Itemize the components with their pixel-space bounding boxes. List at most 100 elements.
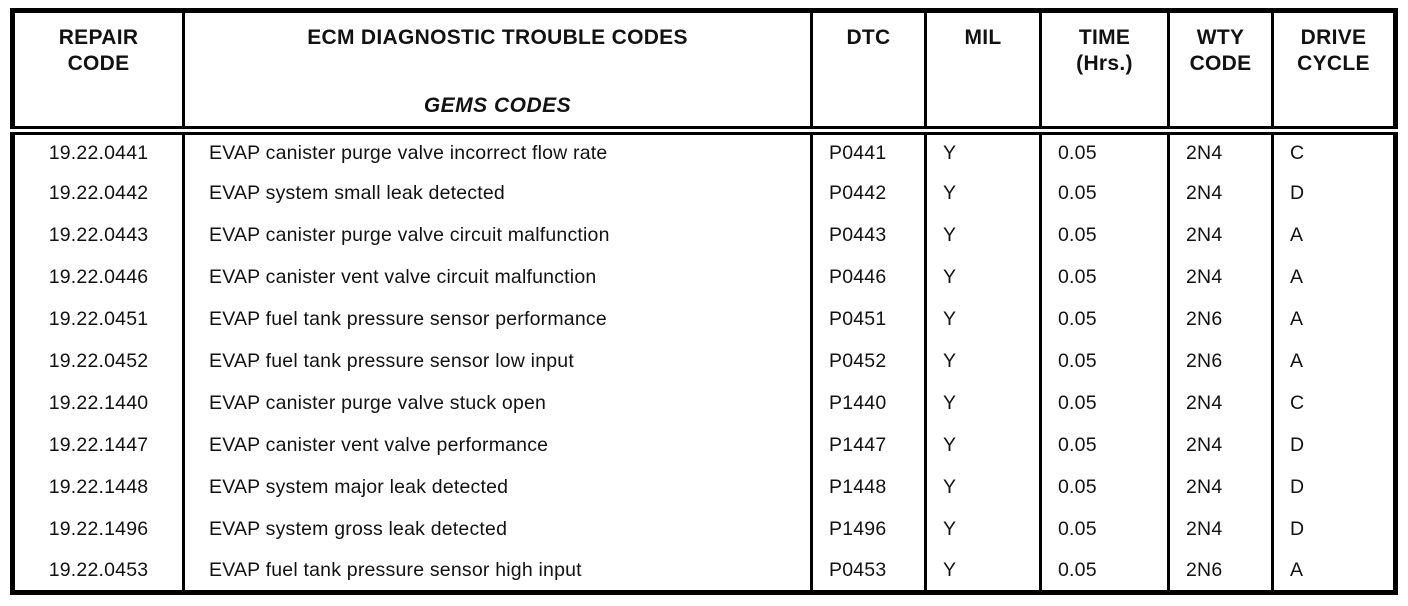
time-cell: 0.05 [1040, 256, 1170, 299]
repair-code-cell: 19.22.0442 [12, 172, 185, 215]
table-row: 19.22.1496 EVAP system gross leak detect… [12, 508, 1396, 551]
mil-cell: Y [925, 508, 1042, 551]
table-row: 19.22.0452 EVAP fuel tank pressure senso… [12, 340, 1396, 383]
dtc-cell: P0442 [811, 172, 927, 215]
table-body: 19.22.0441 EVAP canister purge valve inc… [12, 130, 1396, 593]
wty-code-cell: 2N6 [1168, 298, 1274, 341]
wty-code-cell: 2N4 [1168, 382, 1274, 425]
table-row: 19.22.1448 EVAP system major leak detect… [12, 466, 1396, 509]
repair-code-cell: 19.22.1496 [12, 508, 185, 551]
description-cell: EVAP canister purge valve stuck open [183, 382, 813, 425]
table-row: 19.22.0441 EVAP canister purge valve inc… [12, 130, 1396, 173]
description-cell: EVAP canister vent valve performance [183, 424, 813, 467]
repair-code-cell: 19.22.0441 [12, 130, 185, 173]
mil-cell: Y [925, 466, 1042, 509]
table-row: 19.22.0453 EVAP fuel tank pressure senso… [12, 550, 1396, 593]
mil-cell: Y [925, 130, 1042, 173]
repair-code-cell: 19.22.0446 [12, 256, 185, 299]
repair-code-cell: 19.22.0451 [12, 298, 185, 341]
description-cell: EVAP canister purge valve circuit malfun… [183, 214, 813, 257]
header-gems-codes: GEMS CODES [423, 93, 572, 117]
dtc-cell: P1448 [811, 466, 927, 509]
drive-cycle-cell: A [1290, 558, 1304, 581]
description-cell: EVAP system small leak detected [183, 172, 813, 215]
wty-code-cell: 2N4 [1168, 214, 1274, 257]
table-row: 19.22.0446 EVAP canister vent valve circ… [12, 256, 1396, 299]
table-row: 19.22.0442 EVAP system small leak detect… [12, 172, 1396, 215]
repair-code-cell: 19.22.1448 [12, 466, 185, 509]
mil-cell: Y [925, 550, 1042, 593]
header-mil: MIL [925, 10, 1042, 135]
drive-cycle-cell: A [1290, 308, 1304, 330]
repair-code-cell: 19.22.0453 [12, 550, 185, 593]
repair-code-cell: 19.22.0452 [12, 340, 185, 383]
wty-code-cell: 2N4 [1168, 466, 1274, 509]
wty-code-cell: 2N6 [1168, 550, 1274, 593]
repair-code-cell: 19.22.0443 [12, 214, 185, 257]
table-header: REPAIR CODE ECM DIAGNOSTIC TROUBLE CODES… [12, 10, 1396, 135]
header-time-hrs: TIME (Hrs.) [1040, 10, 1170, 135]
dtc-table: REPAIR CODE ECM DIAGNOSTIC TROUBLE CODES… [10, 8, 1398, 595]
dtc-cell: P0443 [811, 214, 927, 257]
drive-cycle-cell: D [1290, 182, 1305, 204]
time-cell: 0.05 [1040, 424, 1170, 467]
time-cell: 0.05 [1040, 550, 1170, 593]
time-cell: 0.05 [1040, 172, 1170, 215]
description-cell: EVAP system major leak detected [183, 466, 813, 509]
dtc-cell: P1447 [811, 424, 927, 467]
header-drive-cycle: DRIVE CYCLE [1272, 10, 1396, 135]
time-cell: 0.05 [1040, 130, 1170, 173]
description-cell: EVAP fuel tank pressure sensor low input [183, 340, 813, 383]
mil-cell: Y [925, 382, 1042, 425]
time-cell: 0.05 [1040, 214, 1170, 257]
description-cell: EVAP system gross leak detected [183, 508, 813, 551]
description-cell: EVAP canister vent valve circuit malfunc… [183, 256, 813, 299]
repair-code-cell: 19.22.1440 [12, 382, 185, 425]
description-cell: EVAP fuel tank pressure sensor high inpu… [183, 550, 813, 593]
header-dtc: DTC [811, 10, 927, 135]
wty-code-cell: 2N4 [1168, 130, 1274, 173]
drive-cycle-cell: C [1290, 142, 1305, 165]
drive-cycle-cell: D [1290, 434, 1305, 456]
time-cell: 0.05 [1040, 298, 1170, 341]
time-cell: 0.05 [1040, 340, 1170, 383]
dtc-cell: P0446 [811, 256, 927, 299]
time-cell: 0.05 [1040, 382, 1170, 425]
mil-cell: Y [925, 340, 1042, 383]
description-cell: EVAP fuel tank pressure sensor performan… [183, 298, 813, 341]
wty-code-cell: 2N6 [1168, 340, 1274, 383]
header-repair-code: REPAIR CODE [12, 10, 185, 135]
drive-cycle-cell: A [1290, 224, 1304, 246]
drive-cycle-cell: D [1290, 518, 1305, 540]
dtc-cell: P0453 [811, 550, 927, 593]
header-ecm-title: ECM DIAGNOSTIC TROUBLE CODES [307, 26, 688, 49]
drive-cycle-cell: A [1290, 266, 1304, 288]
drive-cycle-cell: A [1290, 350, 1304, 372]
table-row: 19.22.1440 EVAP canister purge valve stu… [12, 382, 1396, 425]
dtc-cell: P0452 [811, 340, 927, 383]
dtc-cell: P1496 [811, 508, 927, 551]
header-ecm-codes: ECM DIAGNOSTIC TROUBLE CODES GEMS CODES [183, 10, 813, 135]
table-row: 19.22.1447 EVAP canister vent valve perf… [12, 424, 1396, 467]
dtc-cell: P0441 [811, 130, 927, 173]
time-cell: 0.05 [1040, 508, 1170, 551]
mil-cell: Y [925, 214, 1042, 257]
header-wty-code: WTY CODE [1168, 10, 1274, 135]
mil-cell: Y [925, 256, 1042, 299]
wty-code-cell: 2N4 [1168, 256, 1274, 299]
table-row: 19.22.0443 EVAP canister purge valve cir… [12, 214, 1396, 257]
mil-cell: Y [925, 424, 1042, 467]
drive-cycle-cell: C [1290, 392, 1305, 414]
dtc-cell: P0451 [811, 298, 927, 341]
drive-cycle-cell: D [1290, 476, 1305, 498]
mil-cell: Y [925, 172, 1042, 215]
wty-code-cell: 2N4 [1168, 424, 1274, 467]
time-cell: 0.05 [1040, 466, 1170, 509]
description-cell: EVAP canister purge valve incorrect flow… [183, 130, 813, 173]
wty-code-cell: 2N4 [1168, 172, 1274, 215]
wty-code-cell: 2N4 [1168, 508, 1274, 551]
table-row: 19.22.0451 EVAP fuel tank pressure senso… [12, 298, 1396, 341]
dtc-cell: P1440 [811, 382, 927, 425]
header-row: REPAIR CODE ECM DIAGNOSTIC TROUBLE CODES… [12, 10, 1396, 135]
